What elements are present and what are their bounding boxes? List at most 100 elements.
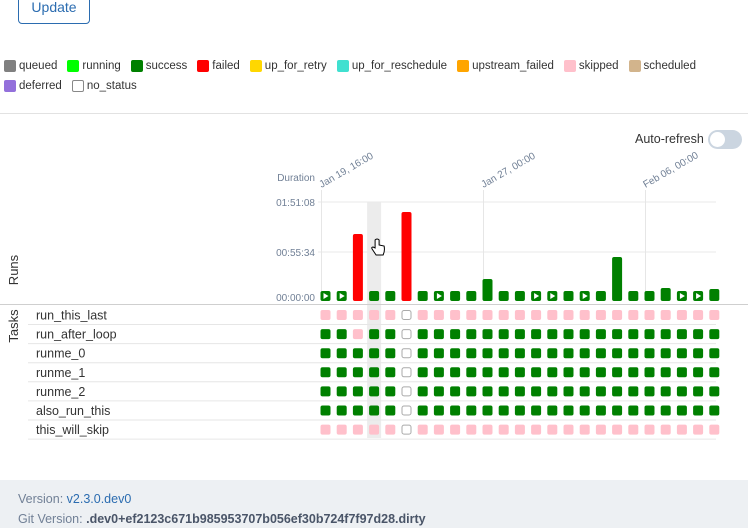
task-instance-cell[interactable] (563, 329, 574, 340)
task-instance-cell[interactable] (531, 329, 542, 340)
task-instance-cell[interactable] (660, 348, 671, 359)
task-instance-cell[interactable] (466, 367, 477, 378)
task-instance-cell[interactable] (352, 424, 363, 435)
legend-item-skipped[interactable]: skipped (563, 60, 619, 72)
task-instance-cell[interactable] (563, 405, 574, 416)
run-bar-10[interactable] (466, 291, 477, 301)
task-instance-cell[interactable] (352, 329, 363, 340)
task-instance-cell[interactable] (450, 348, 461, 359)
task-instance-cell[interactable] (352, 310, 363, 320)
auto-refresh-toggle[interactable] (708, 130, 742, 149)
task-instance-cell[interactable] (563, 386, 574, 397)
task-instance-cell[interactable] (498, 310, 509, 320)
task-instance-cell[interactable] (433, 348, 444, 359)
task-instance-cell[interactable] (676, 386, 687, 397)
task-instance-cell[interactable] (660, 329, 671, 340)
task-instance-cell[interactable] (320, 405, 331, 416)
task-instance-cell[interactable] (385, 367, 396, 378)
task-instance-cell[interactable] (482, 424, 493, 435)
task-instance-cell[interactable] (466, 386, 477, 397)
task-instance-cell[interactable] (547, 405, 558, 416)
task-instance-cell[interactable] (595, 405, 606, 416)
task-instance-cell[interactable] (498, 386, 509, 397)
task-instance-cell[interactable] (450, 367, 461, 378)
task-instance-cell[interactable] (417, 310, 428, 320)
task-instance-cell[interactable] (531, 386, 542, 397)
task-instance-cell[interactable] (466, 348, 477, 359)
task-instance-cell[interactable] (693, 405, 704, 416)
task-instance-cell[interactable] (563, 310, 574, 320)
task-instance-cell[interactable] (709, 348, 720, 359)
legend-item-deferred[interactable]: deferred (4, 80, 62, 92)
task-instance-cell[interactable] (369, 348, 380, 359)
task-instance-cell[interactable] (644, 348, 655, 359)
task-instance-cell[interactable] (676, 424, 687, 435)
task-instance-cell[interactable] (547, 386, 558, 397)
task-instance-cell[interactable] (498, 367, 509, 378)
run-bar-13[interactable] (514, 291, 525, 301)
task-instance-cell[interactable] (644, 329, 655, 340)
task-instance-cell[interactable] (514, 424, 525, 435)
task-instance-cell[interactable] (336, 405, 347, 416)
task-instance-cell[interactable] (514, 405, 525, 416)
update-button[interactable]: Update (18, 0, 90, 24)
task-instance-cell[interactable] (417, 367, 428, 378)
task-instance-cell[interactable] (417, 348, 428, 359)
task-instance-cell[interactable] (579, 329, 590, 340)
task-instance-cell[interactable] (612, 348, 623, 359)
task-instance-cell[interactable] (709, 424, 720, 435)
task-instance-cell[interactable] (369, 367, 380, 378)
task-instance-cell[interactable] (336, 310, 347, 320)
task-instance-cell[interactable] (628, 405, 639, 416)
task-instance-cell[interactable] (628, 386, 639, 397)
task-instance-cell[interactable] (401, 348, 412, 359)
task-instance-cell[interactable] (676, 405, 687, 416)
task-instance-cell[interactable] (595, 424, 606, 435)
task-instance-cell[interactable] (612, 329, 623, 340)
task-instance-cell[interactable] (628, 367, 639, 378)
version-link[interactable]: v2.3.0.dev0 (66, 492, 132, 506)
task-instance-cell[interactable] (320, 386, 331, 397)
task-instance-cell[interactable] (433, 424, 444, 435)
task-instance-cell[interactable] (563, 367, 574, 378)
task-instance-cell[interactable] (628, 310, 639, 320)
task-instance-cell[interactable] (693, 310, 704, 320)
run-bar-25[interactable] (709, 289, 720, 301)
task-instance-cell[interactable] (369, 386, 380, 397)
task-instance-cell[interactable] (514, 367, 525, 378)
task-instance-cell[interactable] (401, 405, 412, 416)
task-instance-cell[interactable] (693, 386, 704, 397)
task-instance-cell[interactable] (385, 405, 396, 416)
task-instance-cell[interactable] (693, 424, 704, 435)
task-instance-cell[interactable] (320, 348, 331, 359)
task-instance-cell[interactable] (612, 386, 623, 397)
task-instance-cell[interactable] (595, 386, 606, 397)
task-instance-cell[interactable] (595, 329, 606, 340)
legend-item-up-for-retry[interactable]: up_for_retry (249, 60, 327, 72)
task-instance-cell[interactable] (693, 367, 704, 378)
run-bar-20[interactable] (628, 291, 639, 301)
task-instance-cell[interactable] (563, 348, 574, 359)
task-instance-cell[interactable] (385, 424, 396, 435)
task-instance-cell[interactable] (628, 329, 639, 340)
task-instance-cell[interactable] (466, 329, 477, 340)
task-instance-cell[interactable] (482, 329, 493, 340)
task-instance-cell[interactable] (498, 405, 509, 416)
task-instance-cell[interactable] (563, 424, 574, 435)
legend-item-up-for-reschedule[interactable]: up_for_reschedule (336, 60, 447, 72)
task-instance-cell[interactable] (676, 367, 687, 378)
task-instance-cell[interactable] (547, 329, 558, 340)
task-instance-cell[interactable] (320, 367, 331, 378)
run-bar-12[interactable] (498, 291, 509, 301)
task-instance-cell[interactable] (401, 386, 412, 397)
task-instance-cell[interactable] (498, 348, 509, 359)
task-instance-cell[interactable] (579, 424, 590, 435)
task-instance-cell[interactable] (612, 424, 623, 435)
run-bar-3[interactable] (352, 234, 363, 301)
task-instance-cell[interactable] (514, 329, 525, 340)
task-instance-cell[interactable] (660, 367, 671, 378)
task-instance-cell[interactable] (417, 329, 428, 340)
run-bar-9[interactable] (450, 291, 461, 301)
task-instance-cell[interactable] (466, 310, 477, 320)
task-instance-cell[interactable] (612, 367, 623, 378)
